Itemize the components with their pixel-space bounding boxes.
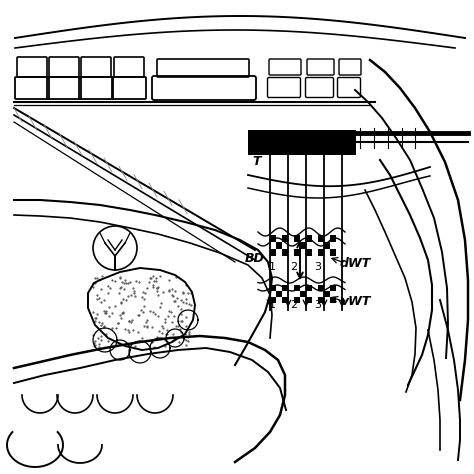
Bar xyxy=(276,235,282,242)
Bar xyxy=(276,242,282,249)
Bar xyxy=(306,235,312,242)
Bar xyxy=(270,249,276,256)
Bar xyxy=(294,235,300,242)
Bar xyxy=(330,235,336,242)
Text: T: T xyxy=(252,155,261,168)
Bar xyxy=(318,235,324,242)
Bar xyxy=(300,249,306,256)
Bar xyxy=(282,285,288,291)
Bar xyxy=(282,235,288,242)
Bar xyxy=(276,249,282,256)
Bar xyxy=(318,297,324,303)
Bar xyxy=(330,285,336,291)
Bar xyxy=(324,291,330,297)
Bar xyxy=(300,242,306,249)
Bar xyxy=(330,297,336,303)
Text: dWT: dWT xyxy=(340,257,371,270)
Bar xyxy=(282,297,288,303)
Bar xyxy=(282,249,288,256)
Bar xyxy=(294,242,300,249)
Bar xyxy=(300,235,306,242)
Bar xyxy=(270,242,276,249)
Bar xyxy=(318,285,324,291)
Text: 1: 1 xyxy=(268,300,275,310)
Bar xyxy=(276,291,282,297)
Bar xyxy=(330,249,336,256)
Bar xyxy=(294,285,300,291)
Text: 3: 3 xyxy=(315,300,321,310)
Bar xyxy=(306,297,312,303)
Bar xyxy=(282,242,288,249)
Bar xyxy=(306,242,312,249)
Text: BD: BD xyxy=(245,252,265,265)
Text: 2: 2 xyxy=(291,262,298,272)
Bar xyxy=(294,249,300,256)
Bar xyxy=(270,285,276,291)
Text: 2: 2 xyxy=(291,300,298,310)
Bar xyxy=(324,235,330,242)
Bar xyxy=(294,297,300,303)
Bar xyxy=(330,242,336,249)
Text: 1: 1 xyxy=(268,262,275,272)
Bar xyxy=(318,249,324,256)
Bar xyxy=(324,242,330,249)
Bar xyxy=(324,249,330,256)
Bar xyxy=(248,130,356,155)
Text: 3: 3 xyxy=(315,262,321,272)
Bar xyxy=(270,297,276,303)
Bar xyxy=(270,235,276,242)
Bar xyxy=(306,285,312,291)
Text: vWT: vWT xyxy=(340,295,370,308)
Bar xyxy=(318,242,324,249)
Bar xyxy=(306,249,312,256)
Bar xyxy=(300,291,306,297)
